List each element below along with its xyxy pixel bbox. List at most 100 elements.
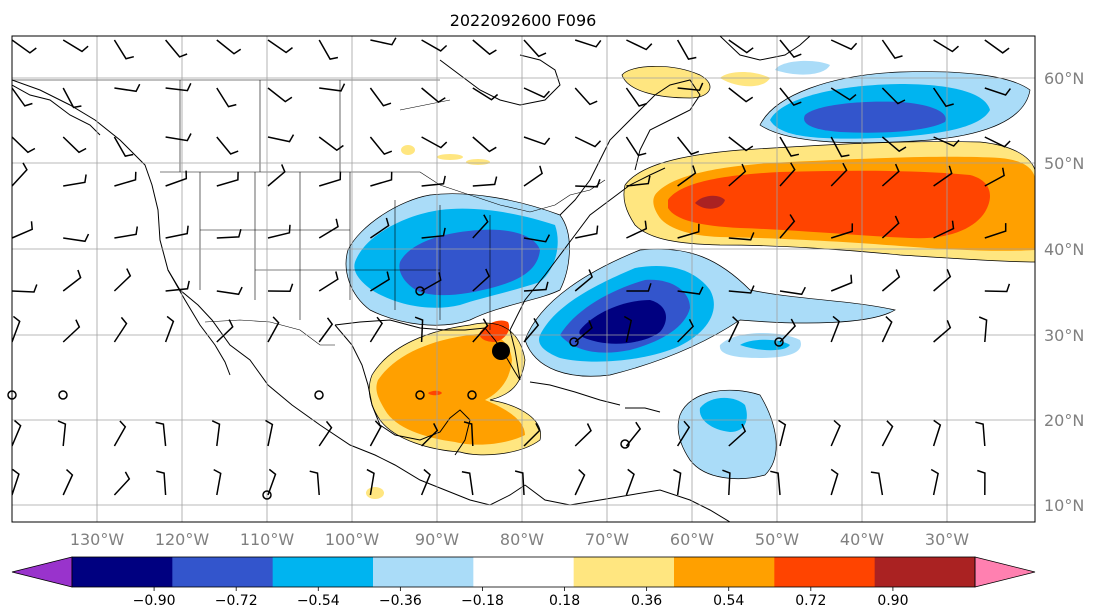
wind-barb [984,136,1011,148]
wind-barb [12,221,33,239]
wind-barb [574,39,602,48]
wind-barb [830,87,857,101]
latitude-tick-labels: 60°N 50°N 40°N 30°N 20°N 10°N [1044,69,1084,515]
wind-barb [472,176,498,187]
wind-barb [156,470,167,496]
wind-barb [62,319,81,343]
wind-barb [984,167,1005,187]
wind-barb [574,136,602,148]
wind-barb [625,468,635,496]
wind-barb [728,163,747,187]
wind-barb [165,133,192,142]
wind-barb [421,175,446,187]
wind-barb [165,82,192,92]
wind-barb [881,215,900,239]
wind-barb [369,136,393,155]
lon-tick-label: 30°W [925,530,969,549]
wind-barb [472,136,497,153]
anomaly-pos-yellow-small-4 [366,487,384,499]
wind-barb [216,229,242,239]
wind-barb [216,319,234,343]
wind-barb [881,316,893,343]
wind-barb [165,225,189,239]
lat-tick-label: 30°N [1044,326,1084,345]
wind-barb [677,286,704,295]
wind-barb [421,136,448,149]
anomaly-shading [346,60,1035,499]
wind-barb [113,136,134,157]
wind-barb [421,87,446,104]
colorbar-tick-label: 0.72 [795,593,826,609]
wind-barb [370,271,390,292]
wind-barb [870,471,884,496]
wind-barb [978,316,988,343]
anomaly-neg-blue-north [804,101,946,133]
anomaly-neg-blue-us [399,229,540,296]
lon-tick-label: 80°W [500,530,544,549]
wind-barb [12,468,20,496]
wind-barb [933,269,952,292]
lon-tick-label: 60°W [670,530,714,549]
wind-barb [523,165,543,187]
wind-barb [575,179,601,188]
anomaly-neg-mediumblue-east [740,339,790,351]
coast-canada-east [559,79,701,216]
wind-barb [12,136,36,154]
wind-barb [165,39,188,58]
wind-barb [318,420,333,447]
wind-barb [113,268,132,292]
wind-barb [216,171,239,187]
anomaly-neg-lightblue-labrador [775,60,830,75]
wind-barb [722,469,731,496]
wind-barb [63,174,87,187]
lat-tick-label: 10°N [1044,496,1084,515]
wind-barb [778,419,787,447]
wind-barb [514,470,525,496]
lon-tick-label: 120°W [155,530,210,549]
colorbar-segment [573,557,675,587]
wind-barb [62,39,89,53]
wind-barb [318,136,344,152]
wind-barb [984,223,1007,239]
wind-barb [677,318,695,343]
wind-barb [523,318,540,343]
colorbar-tick-label: 0.18 [549,593,580,609]
wind-barb [472,39,497,56]
wind-barb [881,163,900,187]
wind-barb [267,224,291,239]
colorbar-segment [172,557,274,587]
wind-barb [62,87,82,109]
colorbar-segment [774,557,876,587]
lon-tick-label: 50°W [755,530,799,549]
wind-barb [933,220,955,239]
wind-barb [461,471,474,496]
lon-tick-label: 40°W [840,530,884,549]
coast-gulf-us [334,167,666,381]
wind-barb [318,317,334,343]
wind-barb [216,87,237,108]
anomaly-neg-mediumblue-central [699,397,747,432]
lat-tick-label: 50°N [1044,154,1084,173]
wind-barb [211,420,221,447]
wind-barb [984,87,1011,96]
wind-barb [63,233,90,243]
wind-barb [267,316,280,343]
longitude-tick-labels: 130°W 120°W 110°W 100°W 90°W 80°W 70°W 6… [70,530,969,549]
wind-barb [472,318,489,343]
wind-barb [779,87,802,106]
coast-greenland [719,36,811,61]
wind-barb [213,468,222,496]
wind-barb [830,468,839,496]
wind-barb [12,162,28,187]
anomaly-pos-yellow-hudson [622,66,711,98]
wind-barb [574,320,593,343]
anomaly-pos-darkred-atlantic [695,195,725,209]
wind-barb [113,316,128,343]
wind-barb [770,470,781,496]
wind-barb [62,469,74,496]
colorbar-tick-label: −0.72 [215,593,258,609]
wind-barb [472,87,499,101]
wind-barb [113,39,134,60]
wind-barb [309,470,320,496]
wind-barb [216,136,239,155]
